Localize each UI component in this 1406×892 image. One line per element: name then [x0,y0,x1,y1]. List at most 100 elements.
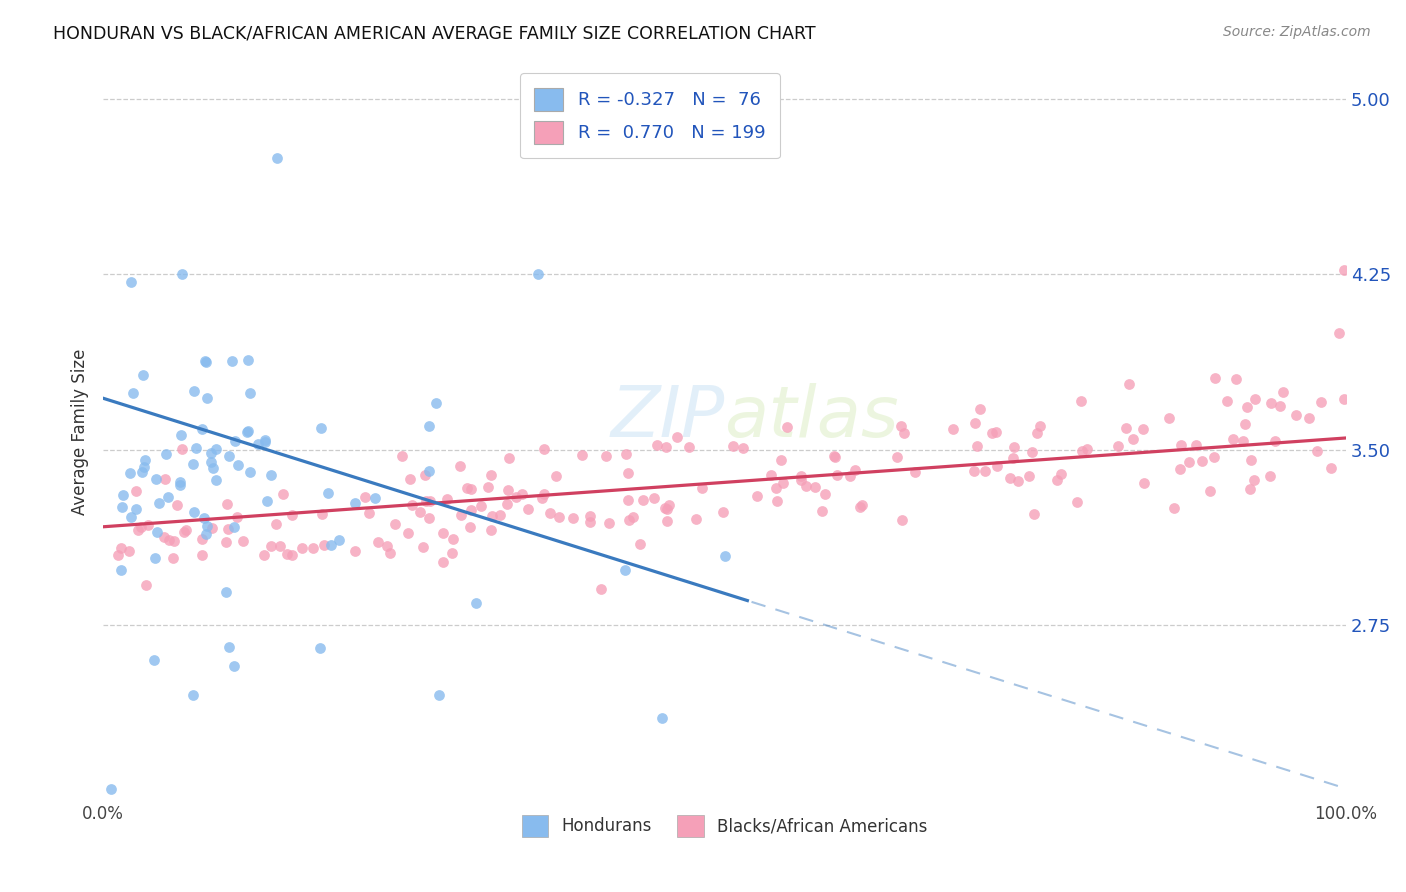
Text: Source: ZipAtlas.com: Source: ZipAtlas.com [1223,25,1371,39]
Point [281,508,304,522]
Point [205,473,228,487]
Point [391,449,413,463]
Point [1066,494,1088,508]
Point [1225,372,1247,386]
Point [191,548,214,562]
Point [367,535,389,549]
Point [236,424,259,438]
Legend: Hondurans, Blacks/African Americans: Hondurans, Blacks/African Americans [513,806,936,845]
Point [824,449,846,463]
Point [981,425,1004,440]
Point [538,506,561,520]
Point [194,353,217,368]
Point [1333,392,1355,406]
Point [181,688,204,702]
Point [890,419,912,434]
Point [838,468,860,483]
Point [1115,421,1137,435]
Point [617,492,640,507]
Point [489,508,512,522]
Point [790,469,813,483]
Point [419,494,441,508]
Point [357,506,380,520]
Point [170,428,193,442]
Point [1243,392,1265,407]
Point [456,481,478,495]
Point [548,510,571,524]
Point [458,520,481,534]
Point [1170,438,1192,452]
Point [432,526,454,541]
Point [195,518,218,533]
Point [396,525,419,540]
Point [765,481,787,495]
Point [436,491,458,506]
Point [136,517,159,532]
Point [893,426,915,441]
Point [384,516,406,531]
Point [617,513,640,527]
Point [399,472,422,486]
Point [775,420,797,434]
Point [544,469,567,483]
Point [418,511,440,525]
Point [512,487,534,501]
Point [1243,473,1265,487]
Point [1118,377,1140,392]
Point [218,640,240,654]
Point [460,503,482,517]
Point [844,463,866,477]
Point [1191,454,1213,468]
Point [1177,455,1199,469]
Point [120,510,142,524]
Point [711,505,734,519]
Point [772,475,794,490]
Point [125,501,148,516]
Point [413,467,436,482]
Point [849,500,872,514]
Point [418,464,440,478]
Point [311,507,333,521]
Point [1133,476,1156,491]
Text: atlas: atlas [724,383,898,452]
Point [201,461,224,475]
Point [1216,393,1239,408]
Point [1298,411,1320,425]
Point [256,493,278,508]
Point [110,541,132,555]
Point [169,478,191,492]
Point [1232,434,1254,448]
Point [193,511,215,525]
Point [655,501,678,516]
Point [269,539,291,553]
Point [118,544,141,558]
Point [316,486,339,500]
Point [595,449,617,463]
Point [354,490,377,504]
Point [441,546,464,560]
Point [215,584,238,599]
Point [225,510,247,524]
Point [259,467,281,482]
Point [769,453,792,467]
Point [1270,399,1292,413]
Point [651,711,673,725]
Point [617,467,640,481]
Point [790,473,813,487]
Point [1309,394,1331,409]
Point [1234,417,1257,431]
Point [721,439,744,453]
Point [163,534,186,549]
Point [172,442,194,456]
Point [531,491,554,506]
Point [986,425,1008,440]
Point [232,534,254,549]
Point [614,447,637,461]
Point [966,439,988,453]
Point [527,268,550,282]
Point [425,396,447,410]
Point [1170,462,1192,476]
Point [427,688,450,702]
Point [226,458,249,472]
Point [239,386,262,401]
